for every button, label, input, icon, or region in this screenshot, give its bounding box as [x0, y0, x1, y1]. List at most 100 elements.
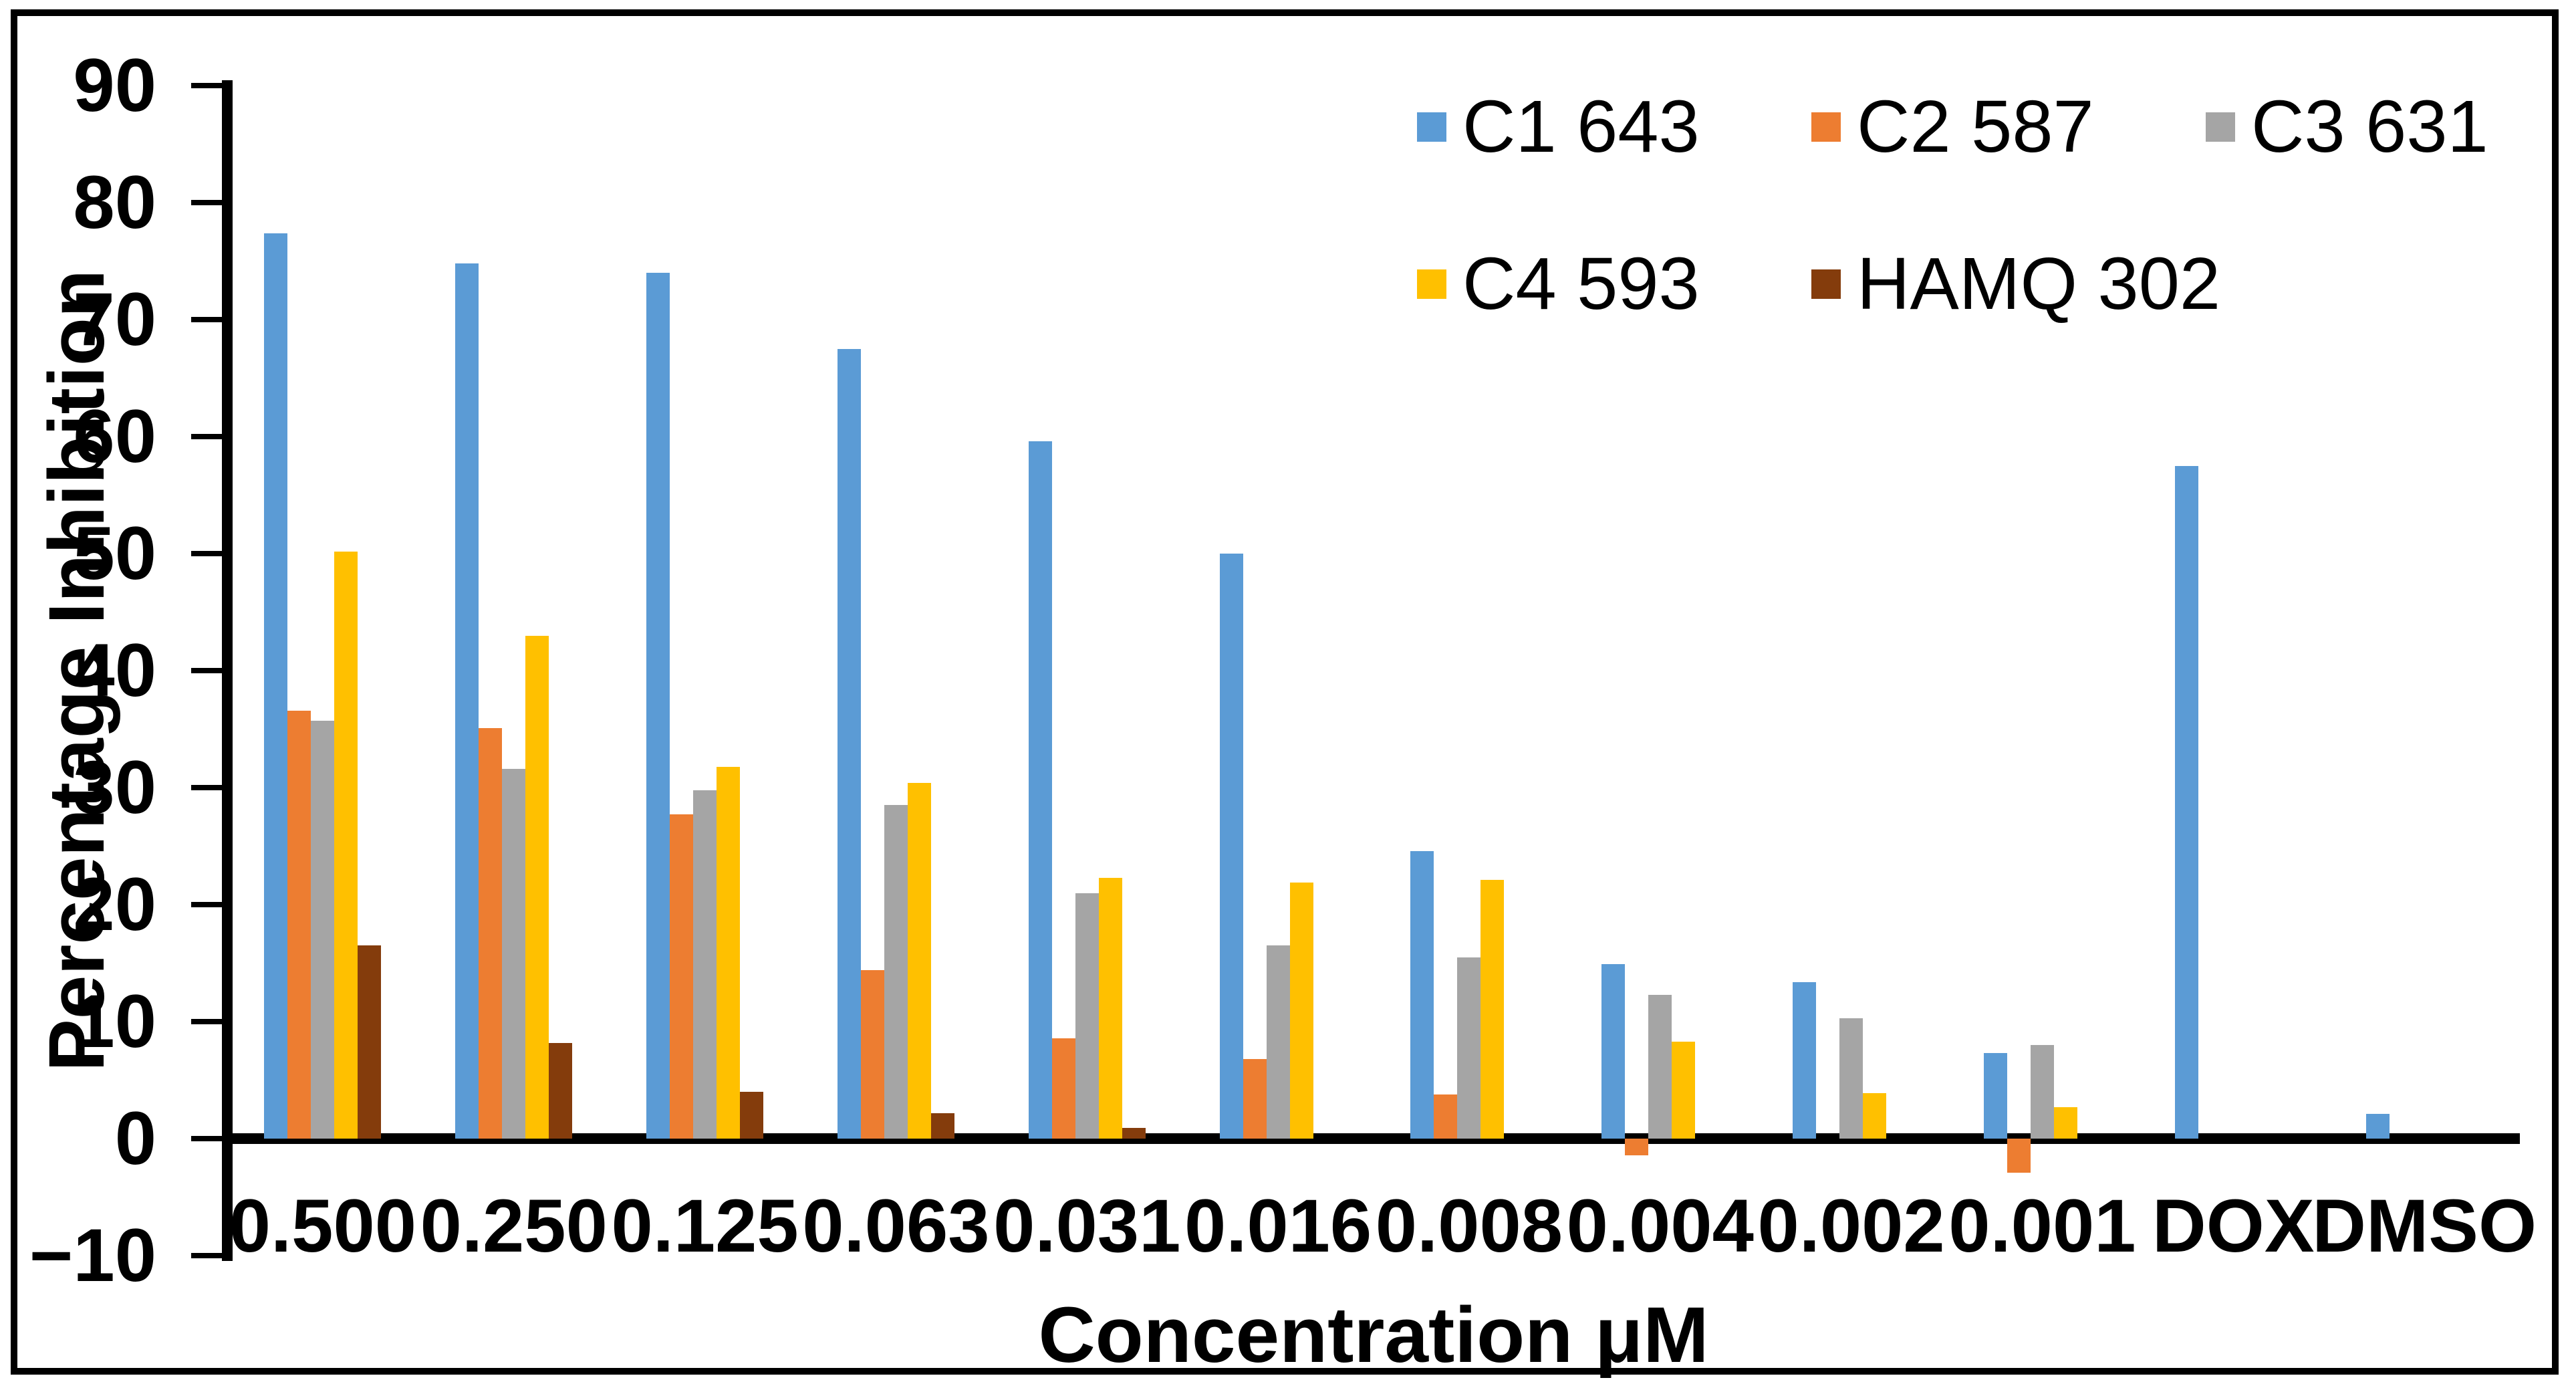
figure-border-frame: 90 80 70 60 50 40 30 20 10 0 −10 0.500 0.250 0.125 0.… — [11, 9, 2559, 1375]
legend-label: C2 587 — [1857, 86, 2094, 168]
legend-item-c1-643: C1 643 — [1417, 90, 1700, 164]
bar-c1-643-0.016 — [1219, 554, 1243, 1139]
bar-c4-593-0.125 — [717, 766, 741, 1139]
x-tick-label-0.031: 0.031 — [993, 1184, 1181, 1268]
bar-c3-631-0.016 — [1266, 945, 1290, 1139]
legend-item-c2-587: C2 587 — [1811, 90, 2094, 164]
y-tick-10 — [191, 1019, 222, 1024]
bar-c4-593-0.008 — [1480, 880, 1505, 1139]
x-tick-label-0.125: 0.125 — [611, 1184, 799, 1268]
bar-c2-587-0.250 — [479, 727, 503, 1139]
bar-c3-631-0.250 — [502, 769, 526, 1139]
y-tick-label-90: 90 — [73, 43, 156, 127]
bar-c4-593-0.016 — [1289, 882, 1313, 1139]
bar-c1-643-0.500 — [264, 233, 288, 1139]
y-tick--10 — [191, 1253, 222, 1258]
bar-c3-631-0.002 — [1839, 1018, 1863, 1139]
x-tick-label-DMSO: DMSO — [2312, 1184, 2537, 1268]
bar-c1-643-0.250 — [455, 263, 479, 1139]
x-tick-label-0.001: 0.001 — [1948, 1184, 2136, 1268]
y-tick-80 — [191, 200, 222, 205]
bar-hamq-302-0.031 — [1122, 1128, 1146, 1139]
y-tick-label-60: 60 — [73, 394, 156, 478]
legend-item-hamq-302: HAMQ 302 — [1811, 247, 2220, 321]
x-axis-title: Concentration μM — [1038, 1291, 1709, 1379]
y-tick-label--10: −10 — [29, 1213, 156, 1297]
y-tick-label-80: 80 — [73, 160, 156, 244]
bar-c3-631-0.063 — [884, 805, 908, 1139]
legend-label: HAMQ 302 — [1857, 243, 2221, 325]
bar-c3-631-0.001 — [2030, 1045, 2054, 1139]
legend-marker-icon — [1811, 112, 1841, 142]
bar-c2-587-0.063 — [860, 970, 884, 1139]
bar-c1-643-0.001 — [1983, 1053, 2007, 1139]
bar-c2-587-0.001 — [2007, 1139, 2031, 1173]
bar-c1-643-0.031 — [1028, 441, 1052, 1139]
bar-c1-643-DOX — [2174, 465, 2198, 1139]
legend-item-c3-631: C3 631 — [2206, 90, 2488, 164]
y-tick-label-30: 30 — [73, 745, 156, 829]
bar-c3-631-0.008 — [1457, 957, 1481, 1139]
x-tick-label-0.250: 0.250 — [420, 1184, 608, 1268]
x-tick-label-0.002: 0.002 — [1757, 1184, 1945, 1268]
y-tick-20 — [191, 902, 222, 907]
bar-c4-593-0.250 — [525, 635, 549, 1139]
y-tick-40 — [191, 668, 222, 673]
y-tick-label-20: 20 — [73, 862, 156, 946]
legend-marker-icon — [1811, 269, 1841, 299]
bar-c2-587-0.008 — [1434, 1094, 1458, 1139]
bar-c2-587-0.004 — [1625, 1139, 1649, 1155]
y-tick-0 — [191, 1136, 222, 1141]
x-tick-label-0.004: 0.004 — [1566, 1184, 1754, 1268]
bar-c1-643-0.125 — [646, 273, 670, 1139]
legend-item-c4-593: C4 593 — [1417, 247, 1700, 321]
x-tick-label-0.008: 0.008 — [1375, 1184, 1563, 1268]
bar-c2-587-0.125 — [670, 814, 694, 1139]
bar-hamq-302-0.125 — [740, 1092, 764, 1139]
bar-c1-643-0.008 — [1410, 850, 1434, 1139]
y-tick-label-0: 0 — [114, 1096, 156, 1180]
y-tick-label-10: 10 — [73, 979, 156, 1063]
bar-hamq-302-0.500 — [358, 945, 382, 1139]
bar-c3-631-0.125 — [693, 790, 717, 1139]
bar-c1-643-0.004 — [1601, 964, 1626, 1139]
bar-c1-643-DMSO — [2365, 1114, 2390, 1139]
legend-marker-icon — [2206, 112, 2235, 142]
bar-c1-643-0.063 — [837, 348, 861, 1139]
legend-marker-icon — [1417, 112, 1446, 142]
x-axis-baseline — [222, 1133, 2520, 1144]
legend-label: C1 643 — [1462, 86, 1700, 168]
y-tick-70 — [191, 317, 222, 322]
bar-c3-631-0.004 — [1648, 994, 1672, 1139]
y-tick-30 — [191, 785, 222, 790]
x-tick-label-0.016: 0.016 — [1184, 1184, 1372, 1268]
legend-label: C4 593 — [1462, 243, 1700, 325]
bar-c1-643-0.002 — [1793, 981, 1817, 1139]
bar-c4-593-0.002 — [1863, 1092, 1887, 1139]
bar-c4-593-0.500 — [334, 551, 358, 1139]
bar-c3-631-0.031 — [1075, 893, 1099, 1139]
bar-c4-593-0.001 — [2053, 1107, 2077, 1139]
bar-hamq-302-0.063 — [930, 1113, 954, 1139]
y-axis-title: Percentage Inhibition — [33, 269, 121, 1072]
legend-label: C3 631 — [2251, 86, 2488, 168]
legend-marker-icon — [1417, 269, 1446, 299]
y-tick-90 — [191, 83, 222, 88]
bar-c4-593-0.031 — [1098, 877, 1122, 1139]
bar-c2-587-0.500 — [287, 710, 311, 1139]
y-tick-label-70: 70 — [73, 277, 156, 361]
bar-c4-593-0.004 — [1672, 1041, 1696, 1139]
y-tick-50 — [191, 551, 222, 556]
bar-hamq-302-0.250 — [549, 1042, 573, 1139]
y-tick-60 — [191, 434, 222, 439]
y-tick-label-50: 50 — [73, 511, 156, 595]
x-tick-label-0.063: 0.063 — [802, 1184, 990, 1268]
y-axis-line — [222, 80, 233, 1261]
y-tick-label-40: 40 — [73, 628, 156, 712]
x-tick-label-0.500: 0.500 — [229, 1184, 417, 1268]
bar-c2-587-0.031 — [1051, 1038, 1075, 1139]
bar-c2-587-0.016 — [1243, 1059, 1267, 1139]
bar-c3-631-0.500 — [311, 721, 335, 1139]
x-tick-label-DOX: DOX — [2152, 1184, 2315, 1268]
